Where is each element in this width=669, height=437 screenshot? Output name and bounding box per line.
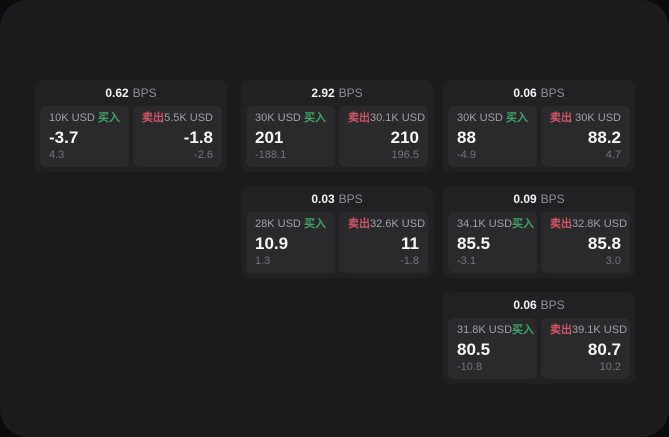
quote-panels: 28K USD 买入 10.9 1.3 卖出 32.6K USD 11 -1.8 bbox=[241, 212, 433, 278]
buy-panel[interactable]: 10K USD 买入 -3.7 4.3 bbox=[40, 106, 129, 167]
sell-change: -1.8 bbox=[400, 255, 419, 267]
buy-panel[interactable]: 28K USD 买入 10.9 1.3 bbox=[246, 212, 335, 273]
bps-value: 0.03 bbox=[311, 192, 335, 206]
quote-panels: 34.1K USD 买入 85.5 -3.1 卖出 32.8K USD 85.8… bbox=[443, 212, 635, 278]
sell-side-label: 卖出 bbox=[348, 218, 370, 230]
buy-amount: 30K USD bbox=[255, 112, 301, 124]
buy-side-label: 买入 bbox=[304, 112, 326, 124]
sell-price: 11 bbox=[401, 233, 419, 253]
sell-side-label: 卖出 bbox=[142, 112, 164, 124]
buy-price: 88 bbox=[457, 127, 476, 147]
bps-value: 0.62 bbox=[105, 86, 129, 100]
buy-change: -3.1 bbox=[457, 255, 476, 267]
bps-header: 0.09 BPS bbox=[443, 186, 635, 212]
bps-unit-label: BPS bbox=[540, 86, 565, 100]
buy-price: 201 bbox=[255, 127, 284, 147]
quote-card: 0.62 BPS 10K USD 买入 -3.7 4.3 卖出 5.5K USD bbox=[35, 80, 227, 172]
sell-amount: 32.8K USD bbox=[572, 218, 628, 230]
bps-unit-label: BPS bbox=[540, 192, 565, 206]
bps-unit-label: BPS bbox=[540, 298, 565, 312]
bps-value: 0.06 bbox=[513, 86, 537, 100]
buy-price: -3.7 bbox=[49, 127, 79, 147]
quote-card: 0.06 BPS 31.8K USD 买入 80.5 -10.8 卖出 39.1… bbox=[443, 292, 635, 384]
sell-price: 88.2 bbox=[587, 127, 621, 147]
sell-price: 210 bbox=[390, 127, 419, 147]
bps-header: 0.06 BPS bbox=[443, 292, 635, 318]
quote-panels: 31.8K USD 买入 80.5 -10.8 卖出 39.1K USD 80.… bbox=[443, 318, 635, 384]
bps-header: 2.92 BPS bbox=[241, 80, 433, 106]
quote-card: 0.09 BPS 34.1K USD 买入 85.5 -3.1 卖出 32.8K… bbox=[443, 186, 635, 278]
bps-unit-label: BPS bbox=[132, 86, 157, 100]
sell-panel[interactable]: 卖出 30.1K USD 210 196.5 bbox=[339, 106, 428, 167]
buy-side-label: 买入 bbox=[506, 112, 528, 124]
bps-header: 0.06 BPS bbox=[443, 80, 635, 106]
sell-panel[interactable]: 卖出 32.8K USD 85.8 3.0 bbox=[541, 212, 630, 273]
buy-panel[interactable]: 34.1K USD 买入 85.5 -3.1 bbox=[448, 212, 537, 273]
sell-panel[interactable]: 卖出 5.5K USD -1.8 -2.6 bbox=[133, 106, 222, 167]
buy-amount: 31.8K USD bbox=[457, 324, 513, 336]
sell-amount: 39.1K USD bbox=[572, 324, 628, 336]
buy-price: 10.9 bbox=[255, 233, 289, 253]
buy-side-label: 买入 bbox=[98, 112, 120, 124]
buy-panel[interactable]: 30K USD 买入 201 -188.1 bbox=[246, 106, 335, 167]
sell-panel[interactable]: 卖出 30K USD 88.2 4.7 bbox=[541, 106, 630, 167]
buy-change: -4.9 bbox=[457, 149, 476, 161]
bps-unit-label: BPS bbox=[338, 192, 363, 206]
sell-change: 3.0 bbox=[605, 255, 621, 267]
buy-change: 4.3 bbox=[49, 149, 65, 161]
bps-unit-label: BPS bbox=[338, 86, 363, 100]
quote-card: 0.03 BPS 28K USD 买入 10.9 1.3 卖出 32.6K US… bbox=[241, 186, 433, 278]
sell-panel[interactable]: 卖出 32.6K USD 11 -1.8 bbox=[339, 212, 428, 273]
sell-change: -2.6 bbox=[194, 149, 213, 161]
buy-side-label: 买入 bbox=[512, 218, 535, 230]
quote-panels: 30K USD 买入 88 -4.9 卖出 30K USD 88.2 4.7 bbox=[443, 106, 635, 172]
buy-side-label: 买入 bbox=[512, 324, 535, 336]
buy-change: 1.3 bbox=[255, 255, 271, 267]
sell-side-label: 卖出 bbox=[550, 218, 572, 230]
quote-card: 0.06 BPS 30K USD 买入 88 -4.9 卖出 30K USD bbox=[443, 80, 635, 172]
quote-panels: 30K USD 买入 201 -188.1 卖出 30.1K USD 210 1… bbox=[241, 106, 433, 172]
bps-header: 0.03 BPS bbox=[241, 186, 433, 212]
buy-change: -10.8 bbox=[457, 361, 483, 373]
sell-panel[interactable]: 卖出 39.1K USD 80.7 10.2 bbox=[541, 318, 630, 379]
sell-amount: 30K USD bbox=[575, 112, 621, 124]
quote-card: 2.92 BPS 30K USD 买入 201 -188.1 卖出 30.1K … bbox=[241, 80, 433, 172]
sell-side-label: 卖出 bbox=[550, 112, 572, 124]
buy-amount: 30K USD bbox=[457, 112, 503, 124]
bps-header: 0.62 BPS bbox=[35, 80, 227, 106]
sell-amount: 30.1K USD bbox=[370, 112, 426, 124]
buy-panel[interactable]: 31.8K USD 买入 80.5 -10.8 bbox=[448, 318, 537, 379]
quote-panels: 10K USD 买入 -3.7 4.3 卖出 5.5K USD -1.8 -2.… bbox=[35, 106, 227, 172]
buy-amount: 34.1K USD bbox=[457, 218, 513, 230]
sell-price: 80.7 bbox=[587, 339, 621, 359]
sell-change: 10.2 bbox=[599, 361, 621, 373]
sell-price: 85.8 bbox=[587, 233, 621, 253]
bps-value: 0.09 bbox=[513, 192, 537, 206]
buy-price: 85.5 bbox=[457, 233, 491, 253]
buy-panel[interactable]: 30K USD 买入 88 -4.9 bbox=[448, 106, 537, 167]
buy-amount: 10K USD bbox=[49, 112, 95, 124]
sell-amount: 5.5K USD bbox=[164, 112, 213, 124]
sell-price: -1.8 bbox=[183, 127, 213, 147]
sell-amount: 32.6K USD bbox=[370, 218, 426, 230]
sell-change: 4.7 bbox=[605, 149, 621, 161]
buy-price: 80.5 bbox=[457, 339, 491, 359]
buy-side-label: 买入 bbox=[304, 218, 326, 230]
sell-side-label: 卖出 bbox=[550, 324, 572, 336]
sell-side-label: 卖出 bbox=[348, 112, 370, 124]
sell-change: 196.5 bbox=[391, 149, 419, 161]
bps-value: 2.92 bbox=[311, 86, 335, 100]
buy-change: -188.1 bbox=[255, 149, 287, 161]
buy-amount: 28K USD bbox=[255, 218, 301, 230]
bps-value: 0.06 bbox=[513, 298, 537, 312]
